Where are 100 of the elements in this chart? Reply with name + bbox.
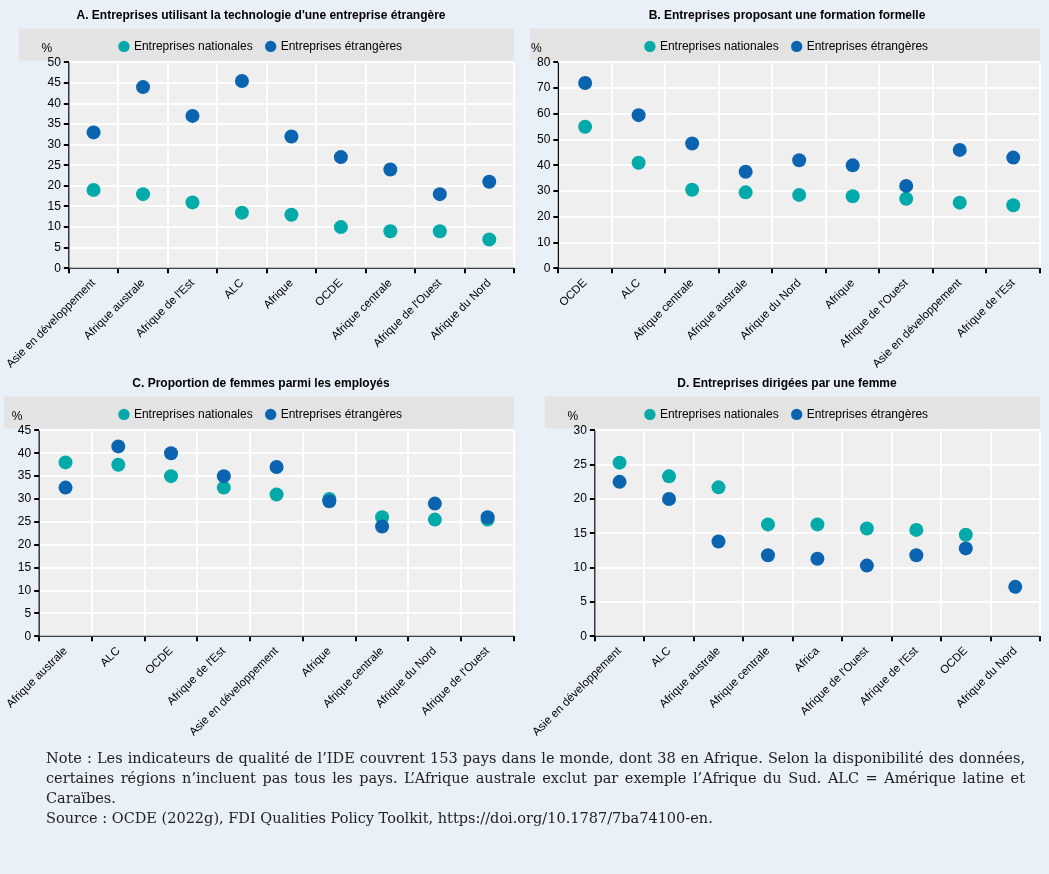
point xyxy=(482,232,497,247)
y-tick-label: 15 xyxy=(573,525,588,540)
point xyxy=(136,187,151,202)
y-tick-label: 40 xyxy=(47,95,62,110)
point xyxy=(432,187,447,202)
point xyxy=(685,136,700,151)
y-tick-label: 45 xyxy=(47,75,62,90)
y-axis-title: % xyxy=(11,408,23,423)
point xyxy=(685,182,700,197)
point xyxy=(760,517,775,532)
legend-label: Entreprises nationales xyxy=(659,406,779,421)
point xyxy=(185,108,200,123)
y-tick-label: 20 xyxy=(17,537,32,552)
y-tick-label: 70 xyxy=(536,80,551,95)
point xyxy=(86,183,101,198)
chart-title: D. Entreprises dirigées par une femme xyxy=(677,375,898,390)
y-tick-label: 5 xyxy=(54,239,62,254)
point xyxy=(136,80,151,95)
y-tick-label: 20 xyxy=(573,491,588,506)
point xyxy=(612,455,627,470)
point xyxy=(662,492,677,507)
point xyxy=(810,517,825,532)
point xyxy=(234,205,249,220)
point xyxy=(185,195,200,210)
point xyxy=(792,187,807,202)
point xyxy=(58,455,73,470)
point xyxy=(899,191,914,206)
point xyxy=(333,220,348,235)
y-tick-label: 5 xyxy=(580,594,588,609)
chart-title: A. Entreprises utilisant la technologie d'une entreprise étrangère xyxy=(76,7,446,22)
point xyxy=(738,185,753,200)
y-axis-title: % xyxy=(41,40,53,55)
point xyxy=(58,480,73,495)
text: Note : Les indicateurs de qualité de l’IDE couvrent 153 pays dans le monde, dont 38 en Afrique. Selon la disponibilité des données, certaines régions n’incluent pas tous les pays. L’Afrique australe exclut par exemple l’Afrique du Sud. ALC = Amérique latine et Caraïbes. xyxy=(46,749,1025,808)
point xyxy=(662,469,677,484)
point xyxy=(333,150,348,165)
y-tick-label: 0 xyxy=(24,628,32,643)
y-tick-label: 40 xyxy=(536,157,551,172)
point xyxy=(738,164,753,179)
legend-label: Entreprises étrangères xyxy=(806,406,929,421)
legend-label: Entreprises étrangères xyxy=(806,38,929,53)
y-tick-label: 0 xyxy=(543,260,551,275)
point xyxy=(111,457,126,472)
y-tick-label: 45 xyxy=(17,422,32,437)
point xyxy=(631,155,646,170)
point xyxy=(899,178,914,193)
point xyxy=(269,460,284,474)
y-tick-label: 10 xyxy=(47,219,62,234)
y-tick-label: 25 xyxy=(573,457,588,472)
point xyxy=(952,142,967,157)
y-axis-title: % xyxy=(531,40,543,55)
y-tick-label: 10 xyxy=(536,234,551,249)
legend-label: Entreprises étrangères xyxy=(280,38,403,53)
point xyxy=(845,189,860,204)
point xyxy=(631,108,646,123)
y-tick-label: 10 xyxy=(17,582,32,597)
point xyxy=(859,558,874,573)
y-tick-label: 0 xyxy=(580,628,588,643)
chart-title: C. Proportion de femmes parmi les employés xyxy=(132,375,391,390)
y-tick-label: 10 xyxy=(573,559,588,574)
point xyxy=(952,195,967,210)
legend-label: Entreprises nationales xyxy=(659,38,779,53)
point xyxy=(432,224,447,239)
point xyxy=(578,75,593,90)
y-tick-label: 30 xyxy=(573,422,588,437)
y-tick-label: 30 xyxy=(17,491,32,506)
y-tick-label: 20 xyxy=(47,178,62,193)
point xyxy=(383,162,398,177)
point xyxy=(216,480,231,495)
point xyxy=(216,469,231,484)
legend-label: Entreprises nationales xyxy=(133,38,253,53)
point xyxy=(427,496,442,511)
source-note: Source : OCDE (2022g), FDI Qualities Policy Toolkit, https://doi.org/10.1787/7ba74100-en. xyxy=(46,809,714,828)
point xyxy=(234,73,249,88)
legend-label: Entreprises étrangères xyxy=(280,406,403,421)
point xyxy=(845,158,860,173)
point xyxy=(1006,150,1021,165)
y-tick-label: 50 xyxy=(536,131,551,146)
point xyxy=(284,129,299,144)
y-tick-label: 40 xyxy=(17,445,32,460)
y-tick-label: 35 xyxy=(47,116,62,131)
point xyxy=(760,548,775,563)
y-tick-label: 15 xyxy=(47,198,62,213)
point xyxy=(482,174,497,189)
point xyxy=(711,480,726,495)
point xyxy=(909,548,924,563)
point xyxy=(375,519,390,534)
point xyxy=(427,512,442,527)
point xyxy=(383,224,398,239)
y-tick-label: 15 xyxy=(17,559,32,574)
point xyxy=(86,125,101,140)
point xyxy=(792,153,807,168)
y-tick-label: 50 xyxy=(47,54,62,69)
y-tick-label: 25 xyxy=(17,514,32,529)
point xyxy=(711,534,726,549)
chart-title: B. Entreprises proposant une formation formelle xyxy=(648,7,926,22)
point xyxy=(958,541,973,556)
point xyxy=(1006,198,1021,213)
y-tick-label: 80 xyxy=(536,54,551,69)
y-tick-label: 30 xyxy=(536,183,551,198)
